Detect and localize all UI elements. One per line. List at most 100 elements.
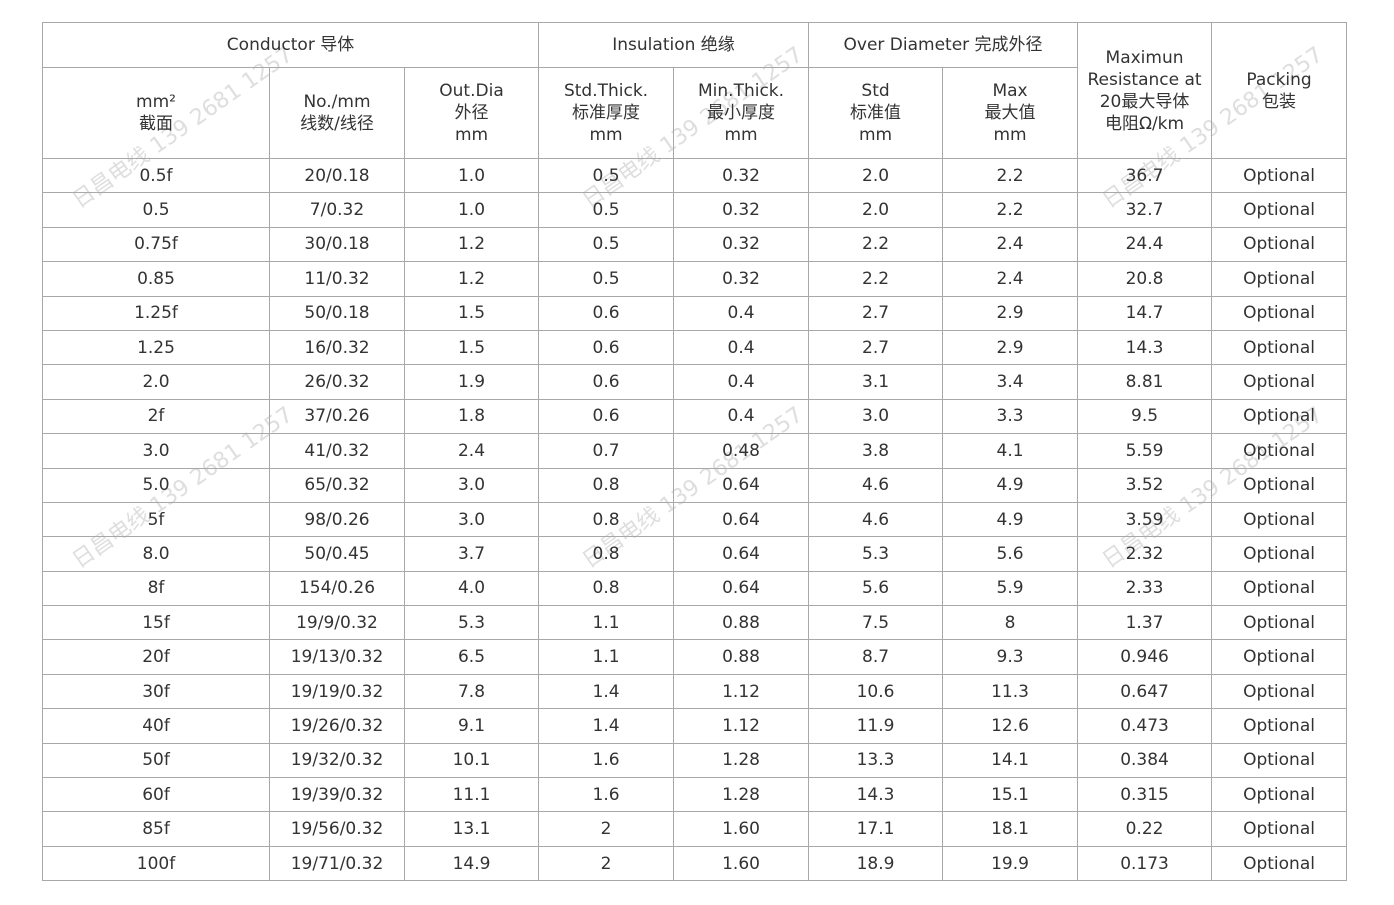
header-packing: Packing 包装 [1211, 22, 1348, 159]
table-cell: 4.6 [808, 501, 944, 538]
table-cell: 0.5f [42, 157, 270, 194]
table-body: 0.5f 20/0.18 1.0 0.5 0.32 2.0 2.2 36.7 Optional 0… [42, 157, 1348, 882]
table-cell: 2f [42, 398, 270, 435]
table-cell: Optional [1211, 501, 1348, 538]
table-cell: 0.32 [673, 261, 810, 297]
table-cell: 2.7 [808, 295, 944, 331]
table-cell: 0.5 [42, 192, 270, 228]
table-cell: 4.9 [942, 467, 1079, 503]
table-cell: 18.9 [808, 845, 944, 882]
table-cell: 0.6 [538, 295, 675, 331]
table-cell: Optional [1211, 605, 1348, 641]
table-row: 0.5 7/0.32 1.0 0.5 0.32 2.0 2.2 32.7 Optional [42, 192, 1348, 228]
table-cell: 11.9 [808, 708, 944, 744]
table-cell: 14.7 [1077, 295, 1213, 331]
table-cell: 14.3 [1077, 329, 1213, 366]
table-cell: 1.4 [538, 708, 675, 744]
table-cell: 5.3 [403, 605, 540, 641]
header-area: mm² 截面 [42, 67, 270, 159]
table-cell: 19/26/0.32 [269, 708, 405, 744]
table-cell: 1.12 [673, 708, 810, 744]
table-cell: 2.4 [942, 261, 1079, 297]
table-cell: 0.75f [42, 226, 270, 263]
table-cell: Optional [1211, 295, 1348, 331]
table-row: 0.85 11/0.32 1.2 0.5 0.32 2.2 2.4 20.8 Optional [42, 261, 1348, 297]
table-cell: 0.5 [538, 157, 675, 194]
table-cell: 1.28 [673, 742, 810, 779]
table-cell: 6.5 [403, 639, 540, 675]
table-cell: 100f [42, 845, 270, 882]
table-cell: 2.2 [808, 226, 944, 263]
table-cell: Optional [1211, 742, 1348, 779]
header-conductor: Conductor 导体 [41, 22, 540, 68]
table-row: 1.25f 50/0.18 1.5 0.6 0.4 2.7 2.9 14.7 Optional [42, 295, 1348, 331]
table-cell: Optional [1211, 639, 1348, 675]
table-cell: 0.64 [673, 536, 810, 572]
header-insulation: Insulation 绝缘 [538, 22, 810, 68]
table-cell: 0.6 [538, 398, 675, 435]
table-cell: 2.4 [942, 226, 1079, 263]
table-cell: 0.22 [1077, 811, 1213, 847]
table-cell: 5.0 [42, 467, 270, 503]
table-cell: 1.28 [673, 777, 810, 813]
table-cell: 4.1 [942, 433, 1079, 469]
table-cell: 8 [942, 605, 1079, 641]
table-cell: 24.4 [1077, 226, 1213, 263]
table-cell: 0.8 [538, 570, 675, 607]
table-cell: 3.1 [808, 364, 944, 400]
table-cell: 32.7 [1077, 192, 1213, 228]
table-cell: 19.9 [942, 845, 1079, 882]
table-cell: 40f [42, 708, 270, 744]
table-cell: 4.9 [942, 501, 1079, 538]
table-cell: 0.88 [673, 639, 810, 675]
table-cell: 13.1 [403, 811, 540, 847]
table-cell: 1.9 [403, 364, 540, 400]
table-cell: 5f [42, 501, 270, 538]
table-cell: 154/0.26 [269, 570, 405, 607]
table-cell: Optional [1211, 467, 1348, 503]
table-cell: 0.5 [538, 226, 675, 263]
table-cell: 3.7 [403, 536, 540, 572]
table-cell: 5.59 [1077, 433, 1213, 469]
table-cell: Optional [1211, 536, 1348, 572]
table-cell: 0.32 [673, 192, 810, 228]
table-cell: 7/0.32 [269, 192, 405, 228]
table-cell: 19/39/0.32 [269, 777, 405, 813]
header-std-od: Std 标准值 mm [808, 67, 944, 159]
table-cell: 4.0 [403, 570, 540, 607]
table-cell: Optional [1211, 398, 1348, 435]
table-cell: 1.37 [1077, 605, 1213, 641]
table-cell: 0.8 [538, 467, 675, 503]
table-cell: 2.2 [942, 157, 1079, 194]
table-cell: 5.6 [808, 570, 944, 607]
table-cell: 1.25f [42, 295, 270, 331]
table-cell: 19/56/0.32 [269, 811, 405, 847]
table-cell: 1.60 [673, 811, 810, 847]
table-cell: 26/0.32 [269, 364, 405, 400]
table-cell: 2.7 [808, 329, 944, 366]
table-cell: 15f [42, 605, 270, 641]
table-cell: 1.6 [538, 777, 675, 813]
table-cell: 2.33 [1077, 570, 1213, 607]
table-row: 2.0 26/0.32 1.9 0.6 0.4 3.1 3.4 8.81 Optional [42, 364, 1348, 400]
table-cell: 85f [42, 811, 270, 847]
table-cell: Optional [1211, 433, 1348, 469]
table-cell: 0.173 [1077, 845, 1213, 882]
table-cell: 3.3 [942, 398, 1079, 435]
table-cell: 1.1 [538, 639, 675, 675]
table-cell: Optional [1211, 811, 1348, 847]
table-cell: 60f [42, 777, 270, 813]
table-cell: 9.1 [403, 708, 540, 744]
table-cell: 2.0 [42, 364, 270, 400]
table-cell: 5.3 [808, 536, 944, 572]
table-cell: 0.8 [538, 536, 675, 572]
table-cell: 1.2 [403, 226, 540, 263]
table-row: 8.0 50/0.45 3.7 0.8 0.64 5.3 5.6 2.32 Optional [42, 536, 1348, 572]
table-row: 60f 19/39/0.32 11.1 1.6 1.28 14.3 15.1 0.315 Opt… [42, 777, 1348, 813]
table-cell: 20.8 [1077, 261, 1213, 297]
table-row: 50f 19/32/0.32 10.1 1.6 1.28 13.3 14.1 0.384 Opt… [42, 742, 1348, 779]
table-cell: 3.0 [403, 501, 540, 538]
table-cell: 14.9 [403, 845, 540, 882]
table-cell: 11/0.32 [269, 261, 405, 297]
table-cell: 12.6 [942, 708, 1079, 744]
